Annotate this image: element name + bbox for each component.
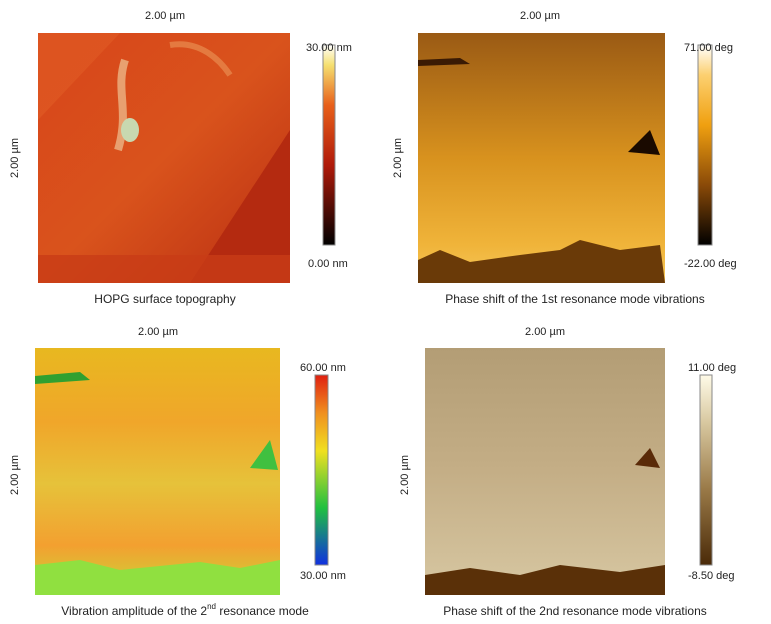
panel-amplitude: 2.00 µm 2.00 µm 60.00 nm 30.00 nm Vibrat… xyxy=(9,326,346,618)
caption: Vibration amplitude of the 2nd resonance… xyxy=(61,602,309,618)
colorbar xyxy=(315,375,328,565)
scale-max: 71.00 deg xyxy=(684,42,733,54)
scale-min: 0.00 nm xyxy=(308,258,348,270)
colorbar xyxy=(700,375,712,565)
caption-text: HOPG surface topography xyxy=(94,292,235,306)
scale-min: 30.00 nm xyxy=(300,570,346,582)
afm-image xyxy=(418,33,665,283)
caption-text: Vibration amplitude of the 2 xyxy=(61,604,207,618)
scale-max: 30.00 nm xyxy=(306,42,352,54)
afm-image xyxy=(35,348,280,595)
scale-min: -22.00 deg xyxy=(684,258,737,270)
side-label: 2.00 µm xyxy=(9,138,21,178)
top-label: 2.00 µm xyxy=(525,326,565,338)
figure: 2.00 µm 2.00 µm 30.00 nm 0.00 nm HOPG su… xyxy=(0,0,771,624)
caption: Phase shift of the 1st resonance mode vi… xyxy=(445,292,704,306)
terrace xyxy=(38,255,290,283)
caption-text: resonance mode xyxy=(216,604,309,618)
caption: Phase shift of the 2nd resonance mode vi… xyxy=(443,604,707,618)
side-label: 2.00 µm xyxy=(399,455,411,495)
scale-max: 11.00 deg xyxy=(688,362,736,374)
panel-phase-1: 2.00 µm 2.00 µm 71.00 deg -22.00 deg Pha… xyxy=(392,10,737,306)
feature xyxy=(121,118,139,142)
caption-text: Phase shift of the 2nd resonance mode vi… xyxy=(443,604,707,618)
side-label: 2.00 µm xyxy=(392,138,404,178)
scale-max: 60.00 nm xyxy=(300,362,346,374)
panel-phase-2: 2.00 µm 2.00 µm 11.00 deg -8.50 deg Phas… xyxy=(399,326,736,618)
colorbar xyxy=(323,45,335,245)
scale-min: -8.50 deg xyxy=(688,570,734,582)
caption-text: Phase shift of the 1st resonance mode vi… xyxy=(445,292,704,306)
side-label: 2.00 µm xyxy=(9,455,21,495)
caption-superscript: nd xyxy=(207,602,216,611)
caption: HOPG surface topography xyxy=(94,292,235,306)
top-label: 2.00 µm xyxy=(520,10,560,22)
top-label: 2.00 µm xyxy=(145,10,185,22)
page: 2.00 µm 2.00 µm 30.00 nm 0.00 nm HOPG su… xyxy=(0,0,771,624)
afm-image xyxy=(425,348,665,595)
top-label: 2.00 µm xyxy=(138,326,178,338)
colorbar xyxy=(698,45,712,245)
panel-topography: 2.00 µm 2.00 µm 30.00 nm 0.00 nm HOPG su… xyxy=(9,10,352,306)
